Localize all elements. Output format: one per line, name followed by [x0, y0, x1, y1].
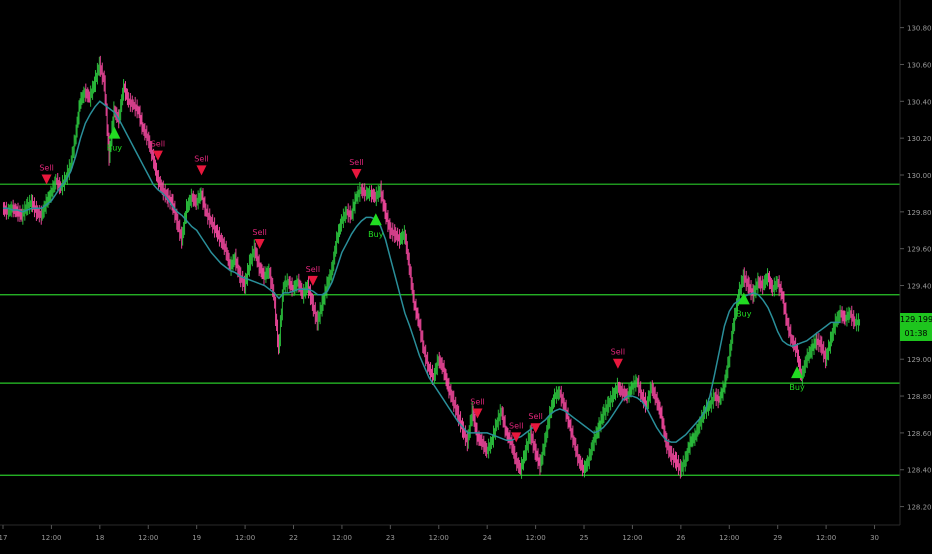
- buy-signal-label: Buy: [789, 383, 805, 392]
- x-tick-label: 18: [95, 534, 104, 542]
- x-tick-label: 12:00: [719, 534, 739, 542]
- y-axis[interactable]: 128.200128.400128.600128.800129.000129.2…: [899, 0, 932, 525]
- y-tick-label: 129.000: [907, 356, 932, 364]
- buy-signal-label: Buy: [107, 144, 123, 153]
- x-tick-label: 12:00: [429, 534, 449, 542]
- horizontal-levels: [0, 183, 900, 476]
- sell-signal-marker: [351, 169, 362, 179]
- x-tick-label: 12:00: [332, 534, 352, 542]
- y-tick-label: 130.000: [907, 172, 932, 180]
- buy-signal-label: Buy: [736, 309, 752, 318]
- y-tick-label: 130.400: [907, 98, 932, 106]
- x-tick-label: 12:00: [816, 534, 836, 542]
- y-tick-label: 130.600: [907, 61, 932, 69]
- buy-signal-marker: [108, 126, 121, 139]
- x-axis[interactable]: 17 12:00 18 12:00 19 12:00 22 12:00 23 12:00 24 12:…: [0, 524, 900, 542]
- signal-markers: Sell Buy Sell Sell Sell Sell Sell Buy Sell Sell Se…: [39, 126, 805, 443]
- sell-signal-marker: [530, 423, 541, 434]
- sell-signal-label: Sell: [349, 158, 363, 167]
- y-tick-label: 130.200: [907, 135, 932, 143]
- sell-signal-label: Sell: [252, 228, 266, 237]
- x-tick-label: 29: [773, 534, 782, 542]
- y-tick-label: 128.400: [907, 467, 932, 475]
- x-tick-label: 24: [483, 534, 492, 542]
- sell-signal-marker: [254, 239, 265, 249]
- current-price-tag: 129.199 01:38: [900, 313, 932, 341]
- x-tick-label: 22: [289, 534, 298, 542]
- sell-signal-label: Sell: [151, 140, 165, 149]
- x-tick-label: 30: [870, 534, 879, 542]
- sell-signal-label: Sell: [611, 348, 625, 357]
- y-tick-label: 130.800: [907, 25, 932, 33]
- sell-signal-label: Sell: [470, 397, 484, 406]
- price-bars: [2, 55, 861, 479]
- y-tick-label: 128.800: [907, 393, 932, 401]
- y-tick-label: 128.600: [907, 430, 932, 438]
- y-tick-label: 129.600: [907, 246, 932, 254]
- x-tick-label: 12:00: [235, 534, 255, 542]
- sell-signal-marker: [152, 150, 163, 161]
- x-tick-label: 12:00: [622, 534, 642, 542]
- sell-signal-label: Sell: [194, 154, 208, 163]
- sell-signal-marker: [511, 432, 522, 443]
- sell-signal-label: Sell: [528, 412, 542, 421]
- sell-signal-marker: [196, 165, 207, 176]
- y-tick-label: 129.800: [907, 209, 932, 217]
- x-tick-label: 23: [386, 534, 395, 542]
- y-tick-label: 128.200: [907, 504, 932, 512]
- x-tick-label: 12:00: [526, 534, 546, 542]
- x-tick-label: 19: [192, 534, 201, 542]
- sell-signal-marker: [472, 408, 483, 419]
- x-tick-label: 12:00: [41, 534, 61, 542]
- buy-signal-marker: [791, 366, 804, 379]
- countdown-value: 01:38: [904, 329, 928, 338]
- x-tick-label: 12:00: [138, 534, 158, 542]
- sell-signal-label: Sell: [509, 421, 523, 430]
- buy-signal-marker: [737, 292, 750, 305]
- sell-signal-label: Sell: [306, 265, 320, 274]
- x-tick-label: 25: [580, 534, 589, 542]
- sell-signal-label: Sell: [39, 164, 53, 173]
- sell-signal-marker: [307, 275, 318, 286]
- current-price-value: 129.199: [900, 315, 932, 324]
- x-tick-label: 17: [0, 534, 7, 542]
- moving-average-layer: [3, 100, 841, 443]
- sell-signal-marker: [612, 358, 623, 369]
- sell-signal-marker: [41, 174, 52, 185]
- buy-signal-marker: [369, 213, 382, 226]
- buy-signal-label: Buy: [368, 230, 384, 239]
- x-tick-label: 26: [676, 534, 685, 542]
- moving-average-line: [3, 100, 841, 443]
- y-tick-label: 129.400: [907, 283, 932, 291]
